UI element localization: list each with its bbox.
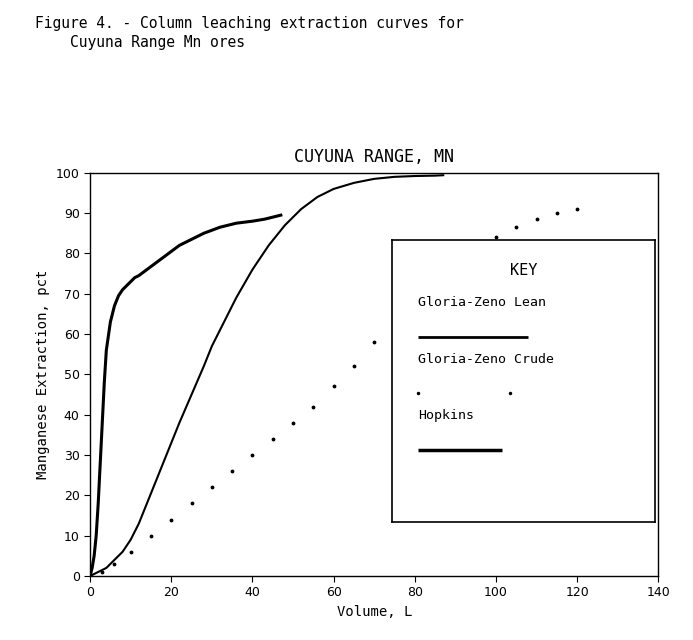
Title: CUYUNA RANGE, MN: CUYUNA RANGE, MN [295,148,454,166]
Y-axis label: Manganese Extraction, pct: Manganese Extraction, pct [36,269,51,479]
Text: Gloria-Zeno Lean: Gloria-Zeno Lean [418,296,546,309]
Text: KEY: KEY [509,262,537,278]
Text: Cuyuna Range Mn ores: Cuyuna Range Mn ores [35,35,245,50]
Text: Hopkins: Hopkins [418,409,474,422]
X-axis label: Volume, L: Volume, L [337,605,412,619]
Text: Figure 4. - Column leaching extraction curves for: Figure 4. - Column leaching extraction c… [35,16,464,31]
Text: Gloria-Zeno Crude: Gloria-Zeno Crude [418,353,554,365]
